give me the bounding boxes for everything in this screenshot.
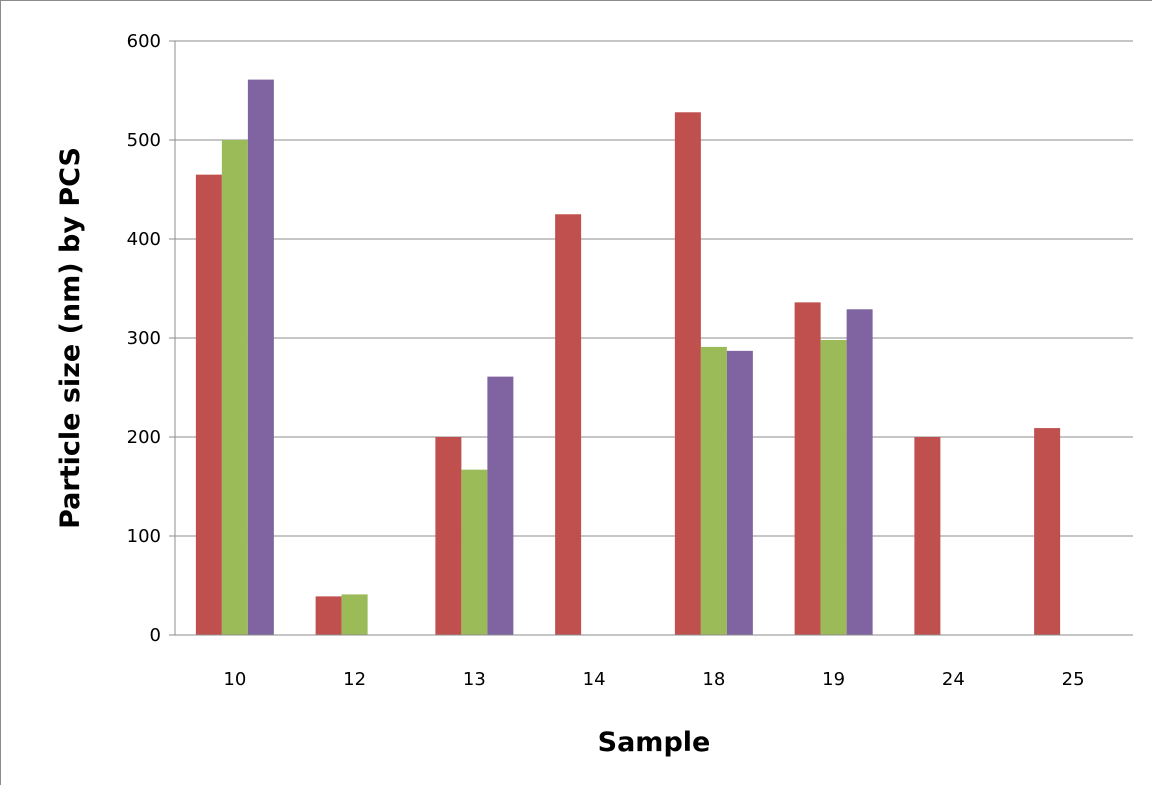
y-tick-label: 100	[127, 526, 161, 547]
bar-sample-13-series-2	[461, 469, 488, 635]
bar-sample-18-series-1	[674, 112, 701, 635]
bar-sample-10-series-2	[221, 140, 248, 635]
bar-sample-13-series-1	[435, 437, 462, 635]
bar-sample-13-series-3	[487, 376, 514, 635]
bar-sample-10-series-1	[195, 174, 222, 635]
gridlines	[175, 40, 1133, 537]
bar-sample-19-series-3	[846, 309, 873, 635]
x-tick-label: 19	[822, 669, 845, 690]
x-tick-label: 12	[343, 669, 366, 690]
y-tick-label: 600	[127, 31, 161, 52]
bar-sample-14-series-1	[555, 214, 582, 635]
y-tick-label: 300	[127, 328, 161, 349]
x-tick-label: 13	[463, 669, 486, 690]
y-tick-label: 200	[127, 427, 161, 448]
x-tick-label: 25	[1062, 669, 1085, 690]
bar-sample-10-series-3	[247, 79, 274, 636]
bar-sample-12-series-1	[315, 596, 342, 635]
y-tick-label: 400	[127, 229, 161, 250]
bars	[195, 79, 1061, 636]
y-tick-label: 0	[150, 625, 161, 646]
x-axis-title: Sample	[598, 727, 711, 758]
axes	[169, 40, 1133, 636]
x-tick-labels: 10 12 13 14 18 19 24 25	[223, 669, 1084, 690]
bar-sample-19-series-1	[794, 302, 821, 635]
x-tick-label: 14	[583, 669, 606, 690]
x-tick-label: 24	[942, 669, 965, 690]
bar-sample-19-series-2	[820, 339, 847, 635]
y-axis-title: Particle size (nm) by PCS	[55, 147, 86, 529]
x-tick-label: 18	[702, 669, 725, 690]
bar-sample-12-series-2	[341, 594, 368, 635]
bar-sample-18-series-3	[726, 350, 753, 635]
bar-sample-24-series-1	[914, 437, 941, 635]
bar-sample-25-series-1	[1034, 428, 1061, 635]
bar-sample-18-series-2	[700, 346, 727, 635]
x-tick-label: 10	[223, 669, 246, 690]
y-tick-labels: 0 100 200 300 400 500 600	[127, 31, 161, 646]
y-tick-label: 500	[127, 130, 161, 151]
